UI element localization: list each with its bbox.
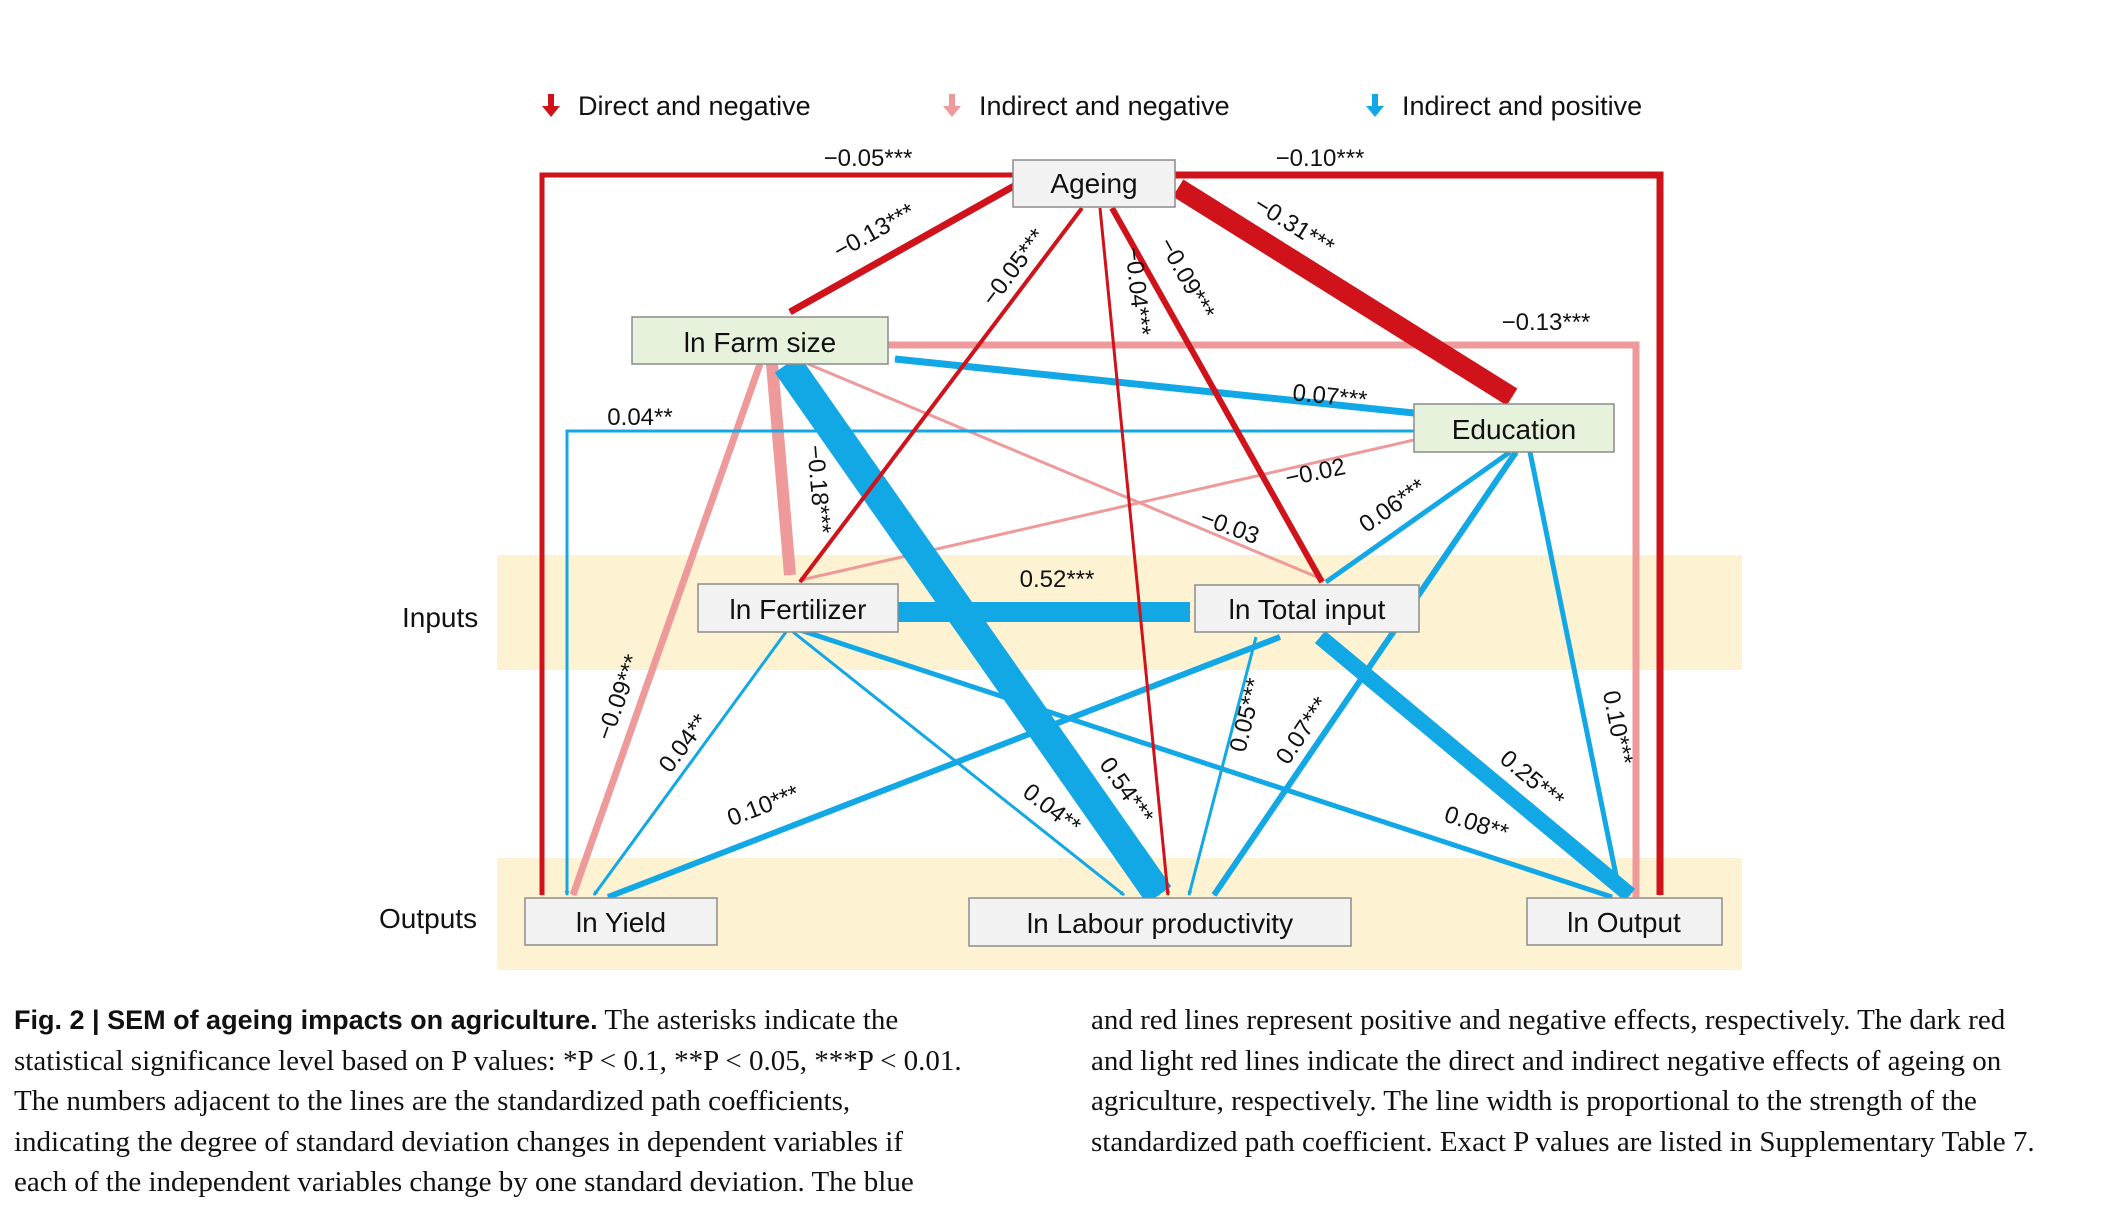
path-ageing-yield (539, 172, 1013, 896)
node-output: ln Output (1526, 897, 1723, 946)
figure-caption: Fig. 2 | SEM of ageing impacts on agricu… (14, 1000, 2114, 1205)
coef-ageing-output: −0.10*** (1276, 145, 1365, 172)
node-farm-size: ln Farm size (631, 316, 889, 365)
path-education-output (1527, 451, 1623, 896)
outputs-row-label: Outputs (379, 903, 477, 934)
path-ageing-totalinput (1109, 206, 1325, 584)
node-education: Education (1413, 403, 1615, 453)
coef-ageing-yield: −0.05*** (824, 145, 913, 172)
path-fertilizer-output (799, 627, 1613, 900)
path-farmsize-labour (774, 355, 1172, 904)
node-total-input-box (1194, 584, 1420, 633)
caption-figure-label: Fig. 2 | SEM of ageing impacts on agricu… (14, 1005, 598, 1035)
node-fertilizer-box (697, 583, 899, 633)
path-ageing-farmsize (788, 182, 1016, 316)
caption-line: Fig. 2 | SEM of ageing impacts on agricu… (14, 1000, 1062, 1041)
inputs-row-label: Inputs (402, 602, 478, 633)
node-labour-productivity: ln Labour productivity (968, 897, 1352, 947)
coef-totalinput-labour: 0.05*** (1225, 676, 1269, 755)
node-output-box (1526, 897, 1723, 946)
path-education-totalinput (1324, 449, 1512, 585)
coef-farmsize-fertilizer: −0.18*** (801, 444, 836, 535)
sem-diagram: Inputs Outputs Direct and negative Indir… (379, 91, 1742, 970)
path-ageing-labour (1098, 207, 1171, 896)
node-total-input-label: ln Total input (1229, 594, 1386, 625)
coef-education-output: 0.10*** (1597, 688, 1638, 767)
path-education-yield (564, 429, 1414, 896)
node-output-label: ln Output (1567, 907, 1681, 938)
path-farmsize-totalinput (807, 362, 1325, 582)
path-fertilizer-labour (792, 630, 1125, 897)
caption-line: standardized path coefficient. Exact P v… (1091, 1125, 2035, 1158)
legend: Direct and negative Indirect and negativ… (542, 91, 1642, 121)
caption-left-column: Fig. 2 | SEM of ageing impacts on agricu… (14, 1000, 1062, 1203)
caption-line: The numbers adjacent to the lines are th… (14, 1085, 851, 1117)
legend-indirect-positive-arrow-icon (1366, 94, 1384, 117)
node-ageing-label: Ageing (1050, 168, 1137, 199)
legend-direct-negative-label: Direct and negative (578, 91, 811, 121)
coef-education-farmsize: 0.07*** (1291, 379, 1368, 414)
node-farm-size-label: ln Farm size (684, 327, 836, 358)
legend-indirect-positive-label: Indirect and positive (1402, 91, 1642, 121)
coef-ageing-totalinput: −0.09*** (1153, 233, 1220, 324)
node-fertilizer-label: ln Fertilizer (730, 594, 867, 625)
coef-education-yield: 0.04** (607, 404, 672, 431)
caption-text: The asterisks indicate the (597, 1004, 899, 1036)
caption-line: and red lines represent positive and neg… (1091, 1004, 2006, 1036)
caption-right-column: and red lines represent positive and neg… (1091, 1000, 2125, 1162)
path-farmsize-yield (569, 362, 764, 897)
caption-line: statistical significance level based on … (14, 1044, 962, 1077)
legend-indirect-negative-arrow-icon (943, 94, 961, 117)
coef-education-totalinput: 0.06*** (1354, 473, 1431, 538)
caption-line: each of the independent variables change… (14, 1166, 914, 1198)
node-ageing-box (1012, 159, 1176, 208)
legend-indirect-negative-label: Indirect and negative (979, 91, 1230, 121)
coef-ageing-labour: −0.04*** (1119, 246, 1155, 337)
coef-farmsize-totalinput: −0.03 (1196, 504, 1262, 550)
coef-education-fertilizer: −0.02 (1283, 453, 1348, 492)
path-totalinput-yield (606, 634, 1282, 900)
paths (539, 171, 1664, 904)
node-yield-label: ln Yield (576, 907, 666, 938)
path-totalinput-labour (1187, 636, 1258, 896)
coefficient-labels: −0.05*** −0.10*** −0.13*** −0.05*** −0.0… (591, 145, 1638, 847)
caption-line: agriculture, respectively. The line widt… (1091, 1085, 1977, 1117)
path-farmsize-fertilizer (766, 363, 796, 576)
coef-farmsize-output: −0.13*** (1502, 309, 1591, 336)
caption-line: and light red lines indicate the direct … (1091, 1044, 2002, 1077)
path-ageing-fertilizer (798, 206, 1084, 584)
path-education-farmsize (894, 355, 1415, 417)
coef-fertilizer-output: 0.08** (1441, 801, 1512, 847)
path-ageing-output (1175, 171, 1664, 896)
legend-direct-negative-arrow-icon (542, 94, 560, 117)
node-labour-productivity-box (968, 897, 1352, 947)
node-yield-box (524, 897, 718, 946)
coef-fertilizer-totalinput: 0.52*** (1020, 566, 1095, 593)
path-education-fertilizer (800, 438, 1415, 582)
node-labour-productivity-label: ln Labour productivity (1027, 908, 1293, 939)
caption-line: indicating the degree of standard deviat… (14, 1125, 904, 1158)
node-education-label: Education (1452, 414, 1577, 445)
node-yield: ln Yield (524, 897, 718, 946)
path-farmsize-output (888, 341, 1640, 898)
node-farm-size-box (631, 316, 889, 365)
node-fertilizer: ln Fertilizer (697, 583, 899, 633)
path-fertilizer-yield (592, 631, 788, 896)
node-ageing: Ageing (1012, 159, 1176, 208)
path-ageing-education (1172, 179, 1518, 406)
node-education-box (1413, 403, 1615, 453)
coef-ageing-farmsize: −0.13*** (829, 198, 920, 265)
path-totalinput-output (1314, 630, 1636, 902)
node-total-input: ln Total input (1194, 584, 1420, 633)
